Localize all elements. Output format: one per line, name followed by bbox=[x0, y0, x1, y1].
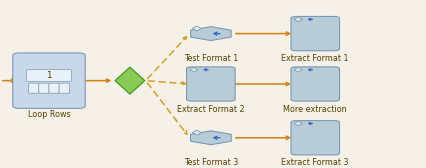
Polygon shape bbox=[294, 121, 302, 126]
FancyBboxPatch shape bbox=[13, 53, 85, 108]
FancyBboxPatch shape bbox=[291, 67, 340, 101]
Text: Extract Format 3: Extract Format 3 bbox=[282, 158, 349, 167]
FancyBboxPatch shape bbox=[39, 83, 49, 93]
Polygon shape bbox=[294, 17, 302, 22]
Text: Loop Rows: Loop Rows bbox=[28, 110, 70, 119]
Text: Extract Format 1: Extract Format 1 bbox=[282, 54, 349, 63]
Text: Test Format 1: Test Format 1 bbox=[184, 54, 238, 63]
Text: 1: 1 bbox=[46, 71, 52, 80]
FancyBboxPatch shape bbox=[187, 67, 235, 101]
Polygon shape bbox=[115, 67, 145, 94]
FancyBboxPatch shape bbox=[59, 83, 69, 93]
Polygon shape bbox=[192, 130, 201, 135]
Polygon shape bbox=[190, 131, 231, 145]
FancyBboxPatch shape bbox=[291, 16, 340, 51]
Polygon shape bbox=[190, 67, 198, 72]
Text: Extract Format 2: Extract Format 2 bbox=[177, 105, 245, 114]
FancyBboxPatch shape bbox=[291, 121, 340, 155]
Polygon shape bbox=[192, 26, 201, 31]
FancyBboxPatch shape bbox=[49, 83, 59, 93]
Text: More extraction: More extraction bbox=[283, 105, 347, 114]
Text: Test Format 3: Test Format 3 bbox=[184, 158, 238, 167]
Polygon shape bbox=[190, 27, 231, 40]
FancyBboxPatch shape bbox=[29, 83, 39, 93]
Polygon shape bbox=[294, 67, 302, 72]
FancyBboxPatch shape bbox=[26, 70, 72, 81]
